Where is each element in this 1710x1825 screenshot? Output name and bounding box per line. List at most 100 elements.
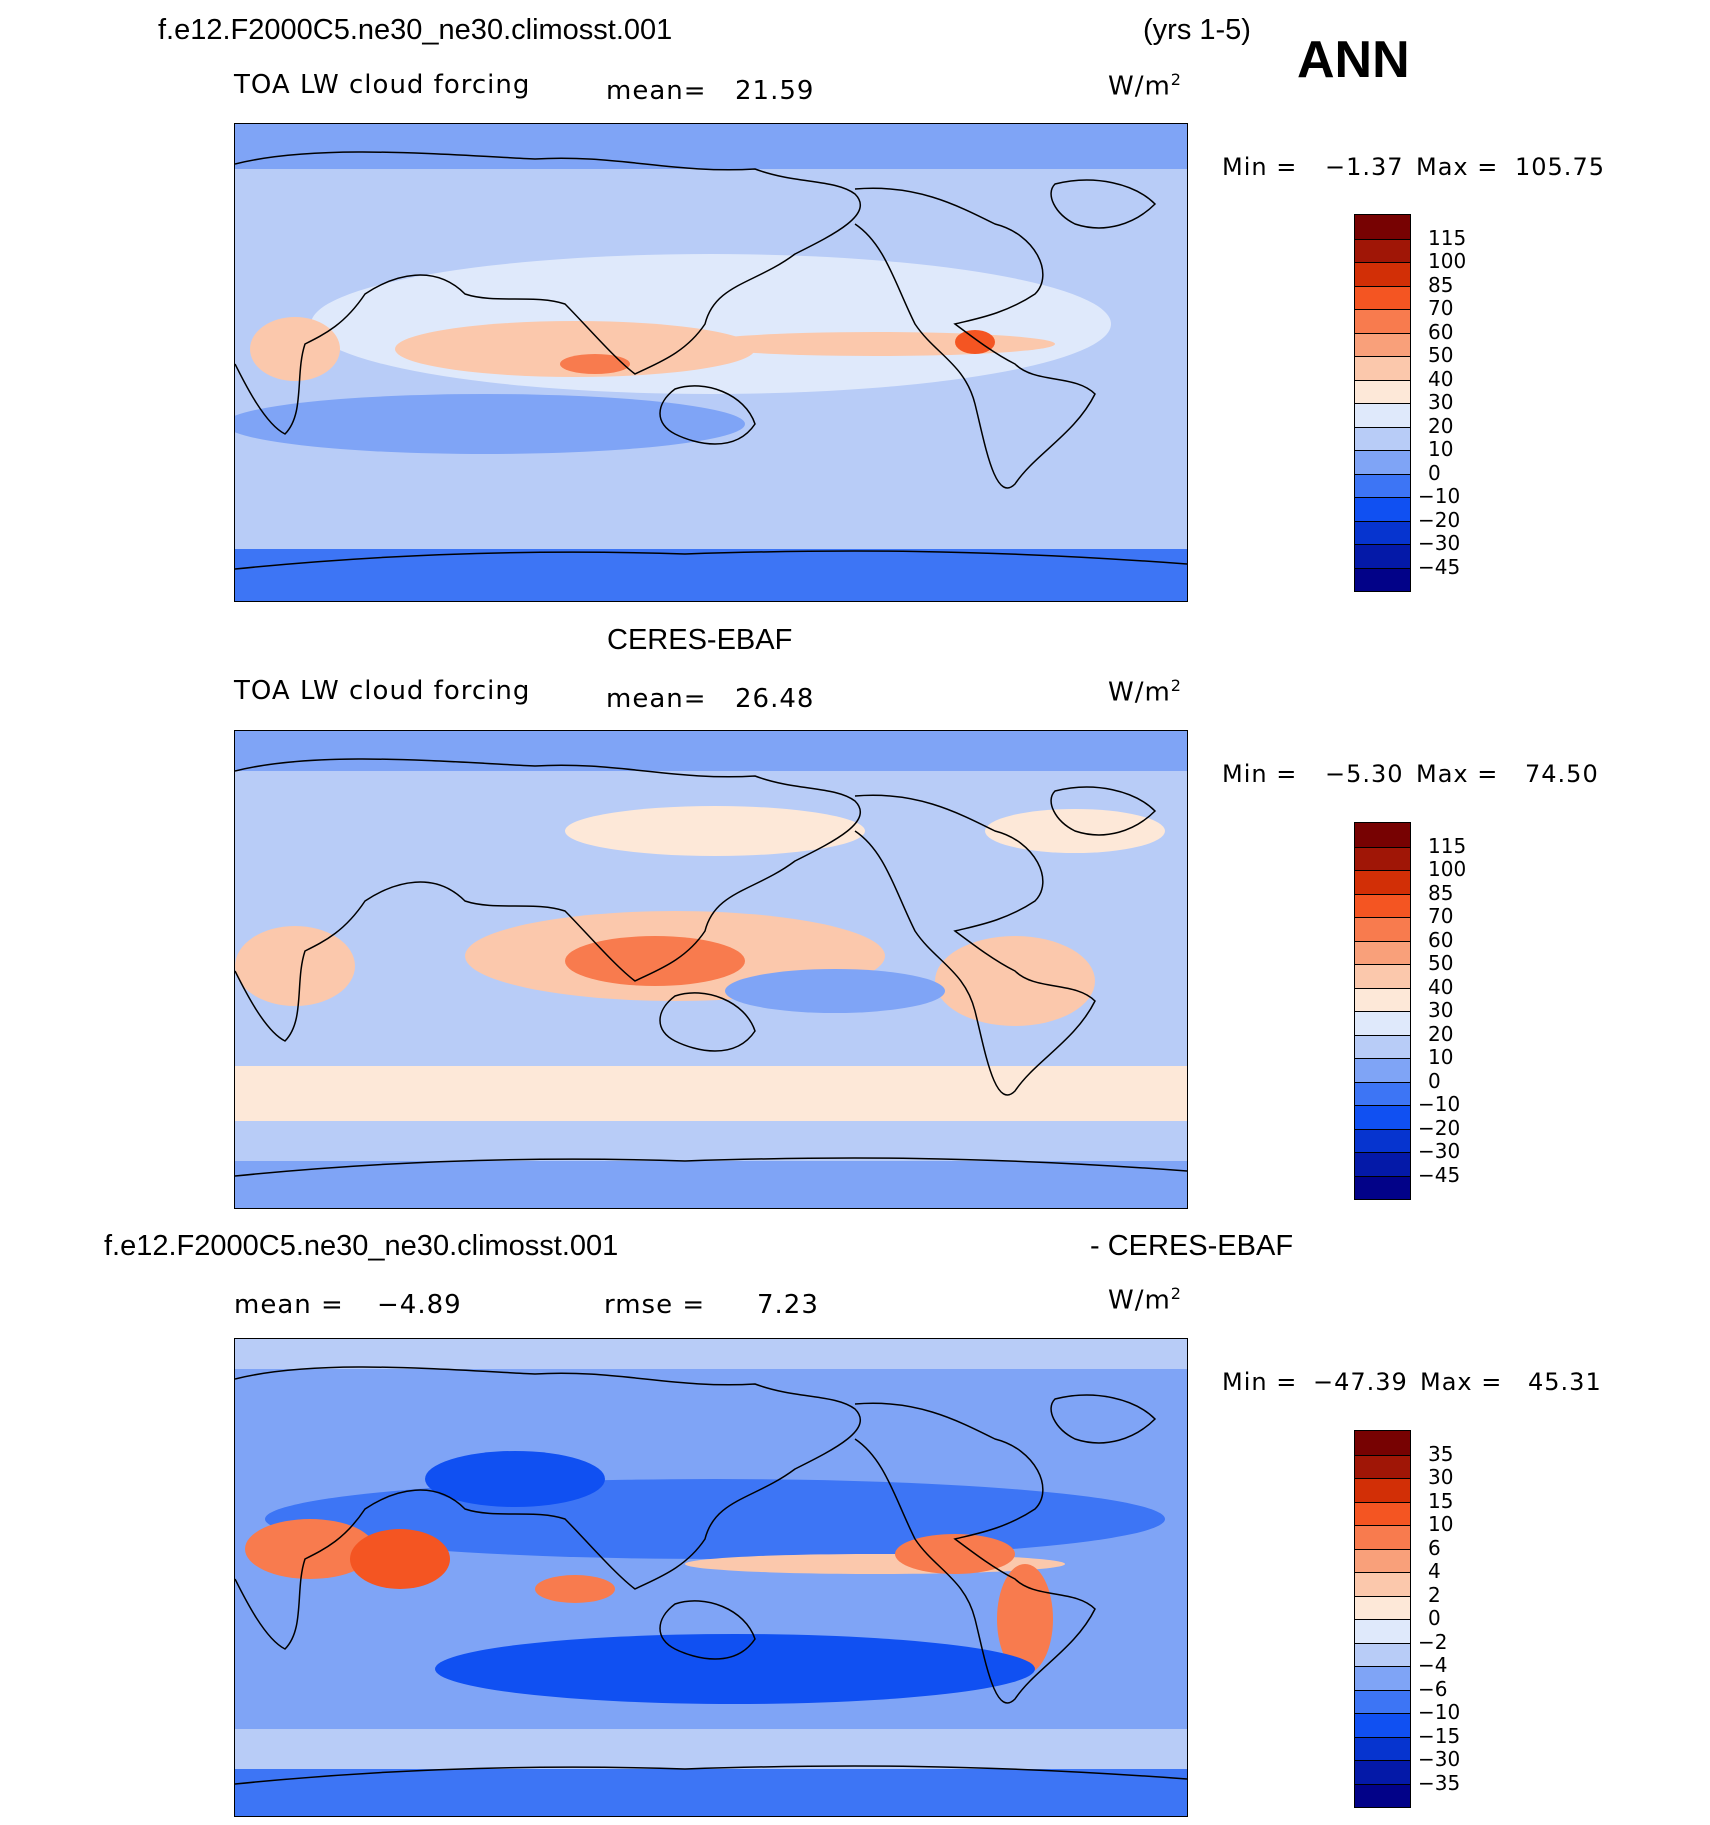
- colorbar-tick-label: 15: [1428, 1488, 1454, 1513]
- colorbar-tick-label: 30: [1428, 998, 1454, 1022]
- panel1-map[interactable]: [234, 123, 1188, 602]
- colorbar-tick-label: −6: [1418, 1676, 1448, 1701]
- colorbar-cell: [1355, 1572, 1410, 1596]
- panel2-mean-label: mean=: [606, 684, 707, 714]
- panel1-maritime-max: [560, 354, 630, 374]
- colorbar-cell: [1355, 1736, 1410, 1760]
- colorbar-cell: [1355, 426, 1410, 450]
- colorbar-tick-label: 0: [1428, 1606, 1441, 1630]
- colorbar-cell: [1355, 1011, 1410, 1035]
- panel1-arctic-band: [235, 124, 1187, 169]
- panel3-rmse-label: rmse =: [604, 1290, 706, 1320]
- colorbar-cell: [1355, 309, 1410, 333]
- colorbar-cell: [1355, 987, 1410, 1011]
- colorbar-tick-label: −45: [1418, 554, 1461, 579]
- panel2-se-pacific-dry: [725, 969, 945, 1013]
- panel2-max-label: Max =: [1416, 760, 1499, 788]
- colorbar-cell: [1355, 940, 1410, 964]
- panel1-mean-label: mean=: [606, 76, 707, 106]
- panel3-africa-positive: [245, 1519, 375, 1579]
- colorbar-cell: [1355, 893, 1410, 917]
- panel3-max-value: 45.31: [1528, 1368, 1602, 1396]
- colorbar-cell: [1355, 1058, 1410, 1082]
- panel1-warm-pool: [395, 321, 755, 377]
- panel1-max-label: Max =: [1416, 153, 1499, 181]
- colorbar-tick-label: −4: [1418, 1653, 1448, 1677]
- panel1-central-america-max: [955, 330, 995, 354]
- colorbar-cell: [1355, 332, 1410, 356]
- panel2-colorbar: [1354, 822, 1411, 1200]
- panel3-southern-band: [235, 1729, 1187, 1769]
- colorbar-cell: [1355, 823, 1410, 847]
- colorbar-tick-label: −30: [1418, 1139, 1461, 1163]
- colorbar-cell: [1355, 1478, 1410, 1502]
- panel2-units: W/m2: [1108, 678, 1182, 706]
- panel3-max-label: Max =: [1420, 1368, 1503, 1396]
- colorbar-tick-label: −10: [1418, 1092, 1461, 1116]
- panel3-units-base: W/m: [1108, 1285, 1171, 1316]
- colorbar-tick-label: 35: [1428, 1441, 1454, 1466]
- colorbar-tick-label: 0: [1428, 460, 1441, 485]
- panel2-africa-conv: [235, 926, 355, 1006]
- panel1-south-indian: [235, 394, 745, 454]
- panel3-south-pacific-negative: [435, 1634, 1035, 1704]
- colorbar-cell: [1355, 1128, 1410, 1152]
- panel2-antarctic-band: [235, 1161, 1187, 1208]
- panel2-coastlines: [235, 758, 1187, 1177]
- panel1-africa-conv: [250, 317, 340, 381]
- panel3-antarctic-band: [235, 1769, 1187, 1816]
- colorbar-tick-label: −35: [1418, 1770, 1461, 1795]
- panel3-min-value: −47.39: [1313, 1368, 1408, 1396]
- panel3-units-sup: 2: [1170, 1284, 1182, 1303]
- colorbar-cell: [1355, 403, 1410, 427]
- panel3-maritime-positive: [535, 1575, 615, 1603]
- colorbar-tick-label: 10: [1428, 1045, 1454, 1069]
- panel1-antarctic-band: [235, 549, 1187, 601]
- panel1-units-base: W/m: [1108, 71, 1171, 102]
- panel3-map[interactable]: [234, 1338, 1188, 1817]
- panel1-coastlines: [235, 151, 1187, 570]
- colorbar-cell: [1355, 1642, 1410, 1666]
- panel3-map-svg: [235, 1339, 1187, 1816]
- panel2-arctic-band: [235, 731, 1187, 771]
- panel2-field-label: TOA LW cloud forcing: [234, 676, 531, 706]
- panel3-rmse-value: 7.23: [757, 1290, 819, 1320]
- colorbar-cell: [1355, 1175, 1410, 1199]
- colorbar-tick-label: −30: [1418, 1747, 1461, 1771]
- colorbar-tick-label: −15: [1418, 1723, 1461, 1748]
- panel2-title: CERES-EBAF: [607, 624, 793, 656]
- colorbar-tick-label: 115: [1428, 225, 1467, 250]
- colorbar-cell: [1355, 1034, 1410, 1058]
- panel2-max-value: 74.50: [1525, 760, 1599, 788]
- colorbar-cell: [1355, 1666, 1410, 1690]
- colorbar-cell: [1355, 567, 1410, 591]
- colorbar-cell: [1355, 379, 1410, 403]
- colorbar-tick-label: 70: [1428, 904, 1454, 928]
- colorbar-cell: [1355, 870, 1410, 894]
- colorbar-tick-label: 4: [1428, 1559, 1441, 1583]
- panel2-amazon-conv: [935, 936, 1095, 1026]
- panel1-itcz: [695, 332, 1055, 356]
- colorbar-cell: [1355, 520, 1410, 544]
- panel3-arabian-positive: [350, 1529, 450, 1589]
- colorbar-tick-label: 85: [1428, 880, 1454, 905]
- panel2-map[interactable]: [234, 730, 1188, 1209]
- colorbar-tick-label: 20: [1428, 1021, 1454, 1046]
- colorbar-tick-label: 10: [1428, 1512, 1454, 1536]
- panel3-units: W/m2: [1108, 1286, 1182, 1314]
- panel1-max-value: 105.75: [1515, 153, 1605, 181]
- colorbar-tick-label: 100: [1428, 857, 1467, 881]
- colorbar-cell: [1355, 1501, 1410, 1525]
- colorbar-cell: [1355, 1431, 1410, 1455]
- colorbar-tick-label: −45: [1418, 1162, 1461, 1187]
- panel2-units-sup: 2: [1170, 676, 1182, 695]
- colorbar-tick-label: 60: [1428, 927, 1454, 952]
- colorbar-tick-label: 0: [1428, 1068, 1441, 1093]
- panel1-min-label: Min =: [1222, 153, 1298, 181]
- colorbar-cell: [1355, 238, 1410, 262]
- colorbar-cell: [1355, 1595, 1410, 1619]
- panel2-units-base: W/m: [1108, 677, 1171, 708]
- colorbar-cell: [1355, 1105, 1410, 1129]
- panel3-coastlines: [235, 1366, 1187, 1785]
- panel3-asia-negative: [425, 1451, 605, 1507]
